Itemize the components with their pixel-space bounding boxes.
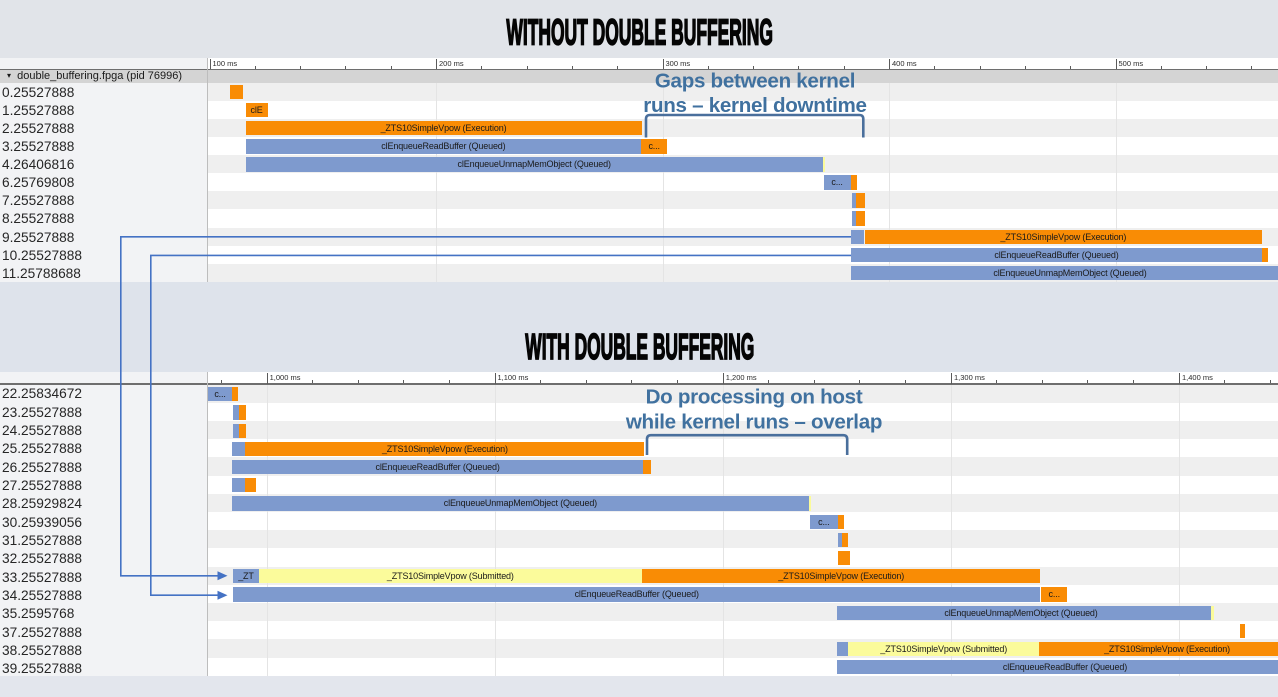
svg-text:WITHOUT DOUBLE BUFFERING: WITHOUT DOUBLE BUFFERING (506, 11, 773, 52)
svg-text:WITH DOUBLE BUFFERING: WITH DOUBLE BUFFERING (525, 326, 754, 367)
svg-text:Gaps between kernel: Gaps between kernel (655, 70, 855, 93)
svg-text:Do processing on host: Do processing on host (646, 386, 863, 409)
svg-text:runs – kernel downtime: runs – kernel downtime (643, 94, 866, 117)
svg-text:while kernel runs – overlap: while kernel runs – overlap (625, 411, 882, 434)
